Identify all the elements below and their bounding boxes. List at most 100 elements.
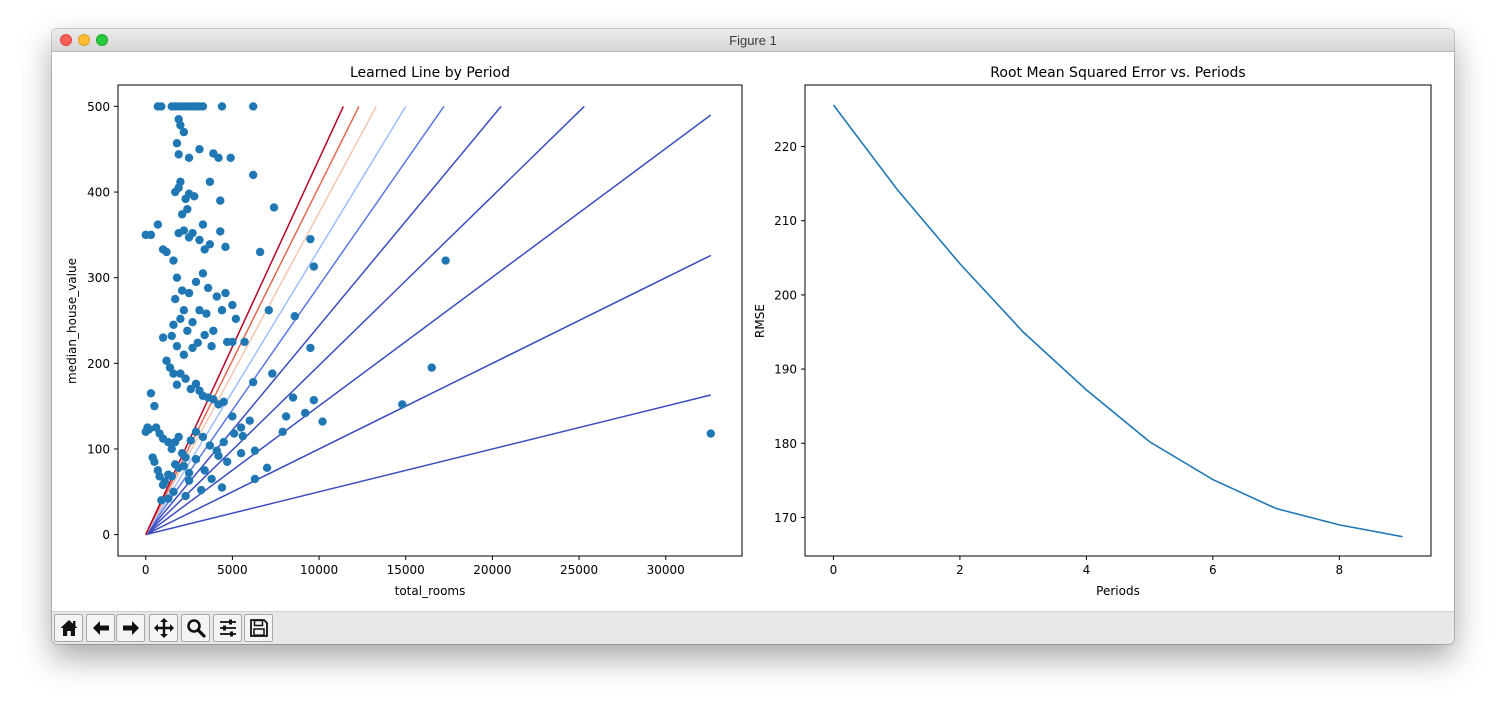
title-bar[interactable]: Figure 1 (52, 29, 1454, 52)
scatter-point (184, 153, 194, 162)
scatter-point (188, 343, 197, 353)
scatter-point (245, 416, 254, 425)
scatter-point (150, 401, 159, 411)
scatter-point (217, 483, 227, 492)
scatter-point (228, 337, 237, 347)
maximize-window-button[interactable] (96, 34, 108, 46)
scatter-point (167, 444, 176, 454)
x-tick-label: 25000 (560, 563, 598, 577)
scatter-point (212, 292, 221, 301)
close-window-button[interactable] (60, 34, 72, 46)
scatter-point (214, 153, 223, 162)
scatter-point (236, 423, 246, 432)
scatter-point (150, 457, 159, 466)
x-tick-label: 15000 (387, 563, 425, 577)
scatter-point (160, 477, 169, 486)
subplots-config-icon (219, 619, 236, 637)
scatter-point (202, 309, 211, 318)
home-button[interactable] (54, 614, 83, 642)
x-tick-label: 20000 (473, 563, 511, 577)
scatter-point (200, 466, 209, 475)
minimize-window-button[interactable] (78, 34, 90, 46)
x-tick-label: 30000 (647, 563, 685, 577)
pan-button[interactable] (149, 614, 178, 642)
scatter-point (255, 247, 265, 257)
learned-line (145, 105, 502, 536)
scatter-point (229, 429, 239, 438)
scatter-point (174, 150, 183, 159)
axes-frame (804, 84, 1432, 557)
scatter-point (216, 227, 225, 236)
scatter-point (177, 286, 187, 295)
scatter-point (181, 491, 190, 501)
rmse-series (832, 104, 1403, 538)
back-arrow-icon (92, 621, 109, 635)
scatter-point (249, 170, 258, 180)
x-tick-label: 4 (1083, 563, 1091, 577)
forward-button[interactable] (116, 614, 145, 642)
scatter-point (198, 102, 208, 111)
scatter-point (228, 412, 237, 421)
figure-canvas[interactable]: Learned Line by Period 0 5000 10000 15000 20… (52, 51, 1454, 611)
learned-line (145, 105, 585, 536)
scatter-point (184, 476, 194, 485)
scatter-point (176, 314, 185, 323)
scatter-point (269, 203, 279, 212)
scatter-point (169, 256, 178, 265)
y-tick-label: 0 (102, 528, 110, 542)
y-axis-label: RMSE (753, 304, 767, 338)
scatter-point (209, 395, 218, 404)
scatter-point (250, 446, 260, 455)
back-button[interactable] (86, 614, 115, 642)
learned-line (145, 254, 712, 536)
scatter-point (217, 102, 227, 111)
scatter-point (162, 247, 171, 257)
scatter-point (262, 463, 272, 472)
scatter-point (191, 277, 201, 287)
home-icon (60, 620, 77, 636)
x-ticks: 0 5000 10000 15000 20000 25000 30000 (142, 556, 685, 577)
scatter-point (176, 177, 185, 186)
scatter-point (209, 326, 218, 335)
scatter-point (186, 384, 195, 394)
scatter-point (176, 369, 185, 378)
scatter-point (219, 397, 228, 407)
scatter-point (179, 306, 189, 315)
scatter-point (169, 320, 178, 329)
learned-line-chart: Learned Line by Period 0 5000 10000 15000 20… (65, 65, 743, 598)
scatter-point (250, 474, 260, 484)
scatter-point (249, 102, 258, 111)
scatter-point (179, 350, 189, 359)
x-tick-label: 6 (1209, 563, 1217, 577)
scatter-point (172, 380, 182, 389)
scatter-point (184, 288, 194, 298)
scatter-point (221, 242, 230, 252)
scatter-point (228, 300, 237, 310)
scatter-point (223, 457, 232, 466)
scatter-point (188, 318, 197, 327)
zoom-button[interactable] (181, 614, 210, 642)
scatter-point (214, 451, 223, 461)
scatter-point (191, 427, 201, 437)
scatter-point (176, 121, 185, 130)
y-tick-label: 400 (87, 186, 110, 200)
scatter-point (205, 441, 215, 450)
learned-lines (145, 105, 712, 536)
scatter-point (309, 395, 319, 405)
scatter-point (264, 306, 273, 315)
learned-line (145, 106, 407, 535)
y-tick-label: 200 (774, 288, 797, 302)
pan-icon (153, 618, 174, 638)
rmse-chart: Root Mean Squared Error vs. Periods 0 2 4 6… (753, 65, 1432, 598)
scatter-point (238, 431, 247, 441)
y-axis-label: median_house_value (65, 258, 79, 384)
scatter-point (306, 343, 315, 353)
scatter-point (183, 204, 192, 214)
scatter-point (290, 312, 299, 321)
x-tick-label: 10000 (300, 563, 338, 577)
subplots-config-button[interactable] (213, 614, 242, 642)
save-button[interactable] (244, 614, 273, 642)
scatter-point (216, 196, 225, 205)
y-tick-label: 500 (87, 100, 110, 114)
scatter-point (205, 240, 215, 249)
